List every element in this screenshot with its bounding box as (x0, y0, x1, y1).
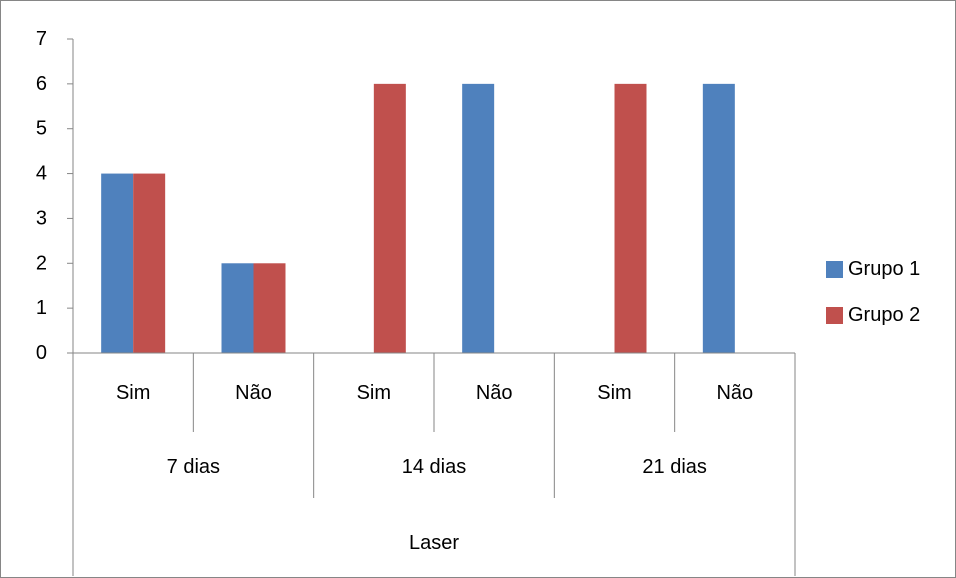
x-tick-label: Sim (116, 382, 150, 404)
y-tick-label: 6 (36, 73, 47, 95)
legend-item-grupo-2: Grupo 2 (826, 304, 920, 326)
x-group-label: 21 dias (642, 456, 707, 478)
x-tick-label: Sim (357, 382, 391, 404)
y-tick-label: 3 (36, 207, 47, 229)
bar-grupo-1 (101, 173, 134, 353)
y-tick-label: 7 (36, 28, 47, 50)
bar-grupo-1 (462, 83, 495, 353)
bar-grupo-2 (133, 173, 166, 353)
x-tick-label: Não (716, 382, 753, 404)
x-tick-label: Não (476, 382, 513, 404)
y-tick-label: 0 (36, 342, 47, 364)
bar-grupo-2 (373, 83, 406, 353)
x-outer-group-label: Laser (409, 532, 459, 554)
legend: Grupo 1 Grupo 2 (826, 258, 920, 350)
x-tick-label: Sim (597, 382, 631, 404)
x-group-label: 14 dias (402, 456, 467, 478)
legend-swatch-grupo-1 (826, 260, 843, 278)
x-group-label: 7 dias (167, 456, 220, 478)
y-tick-label: 5 (36, 118, 47, 140)
legend-label-grupo-1: Grupo 1 (848, 257, 921, 280)
legend-item-grupo-1: Grupo 1 (826, 258, 920, 280)
bar-grupo-2 (614, 83, 647, 353)
y-tick-label: 2 (36, 252, 47, 274)
bar-grupo-1 (702, 83, 735, 353)
bar-grupo-1 (221, 263, 254, 353)
y-tick-label: 1 (36, 297, 47, 319)
x-tick-label: Não (235, 382, 272, 404)
legend-label-grupo-2: Grupo 2 (848, 303, 921, 326)
y-tick-label: 4 (36, 163, 47, 185)
legend-swatch-grupo-2 (826, 306, 843, 324)
bar-grupo-2 (253, 263, 286, 353)
